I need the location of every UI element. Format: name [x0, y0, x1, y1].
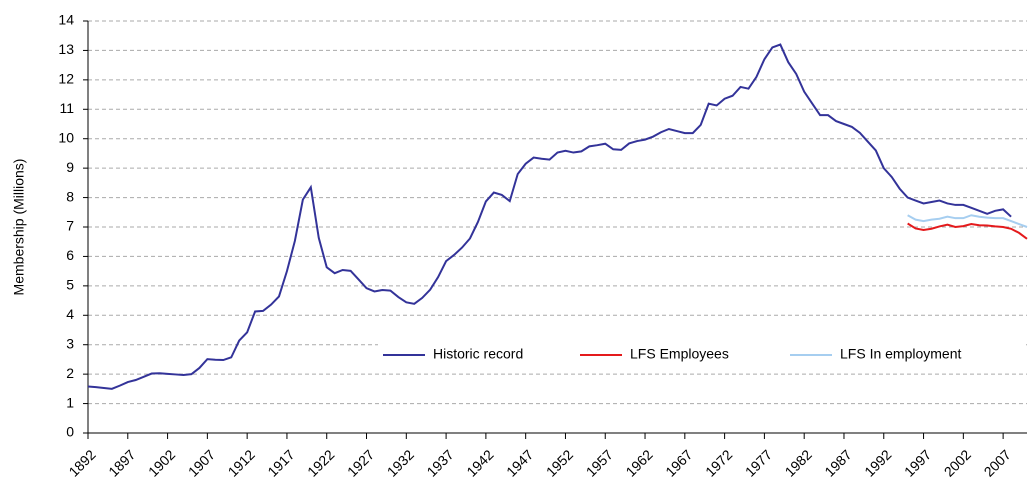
series-line — [907, 222, 1028, 240]
x-tick-label: 1922 — [304, 446, 337, 479]
y-tick-label: 14 — [58, 12, 74, 28]
x-tick-label: 1927 — [344, 446, 377, 479]
y-tick-label: 7 — [66, 218, 74, 234]
legend-label: Historic record — [433, 346, 523, 362]
x-tick-label: 2002 — [941, 446, 974, 479]
y-tick-label: 10 — [58, 129, 74, 145]
x-tick-label: 1937 — [423, 446, 456, 479]
x-tick-label: 2007 — [981, 446, 1014, 479]
y-tick-label: 3 — [66, 335, 74, 351]
x-tick-label: 1912 — [225, 446, 258, 479]
y-axis-label: Membership (Millions) — [11, 159, 27, 296]
x-tick-label: 1942 — [463, 446, 496, 479]
y-tick-label: 6 — [66, 247, 74, 263]
y-tick-label: 0 — [66, 424, 74, 440]
legend-box — [378, 343, 1024, 367]
x-tick-label: 1952 — [543, 446, 576, 479]
x-tick-label: 1972 — [702, 446, 735, 479]
legend-label: LFS In employment — [840, 346, 961, 362]
x-tick-label: 1892 — [65, 446, 98, 479]
x-tick-label: 1967 — [662, 446, 695, 479]
x-tick-label: 1947 — [503, 446, 536, 479]
x-tick-label: 1932 — [384, 446, 417, 479]
series-line — [907, 214, 1028, 228]
y-tick-label: 13 — [58, 41, 74, 57]
y-tick-label: 4 — [66, 306, 74, 322]
x-tick-label: 1957 — [583, 446, 616, 479]
series-line — [87, 43, 1012, 390]
y-tick-label: 5 — [66, 277, 74, 293]
y-tick-label: 8 — [66, 188, 74, 204]
x-tick-label: 1992 — [861, 446, 894, 479]
x-tick-label: 1897 — [105, 446, 138, 479]
y-tick-label: 1 — [66, 394, 74, 410]
y-tick-label: 12 — [58, 71, 74, 87]
x-tick-label: 1907 — [185, 446, 218, 479]
x-tick-label: 1902 — [145, 446, 178, 479]
legend-label: LFS Employees — [630, 346, 729, 362]
x-tick-label: 1977 — [742, 446, 775, 479]
y-tick-label: 9 — [66, 159, 74, 175]
x-tick-label: 1962 — [622, 446, 655, 479]
y-tick-label: 2 — [66, 365, 74, 381]
x-tick-label: 1987 — [821, 446, 854, 479]
y-tick-label: 11 — [59, 100, 74, 116]
x-tick-label: 1982 — [782, 446, 815, 479]
x-tick-label: 1997 — [901, 446, 934, 479]
x-tick-label: 1917 — [264, 446, 297, 479]
